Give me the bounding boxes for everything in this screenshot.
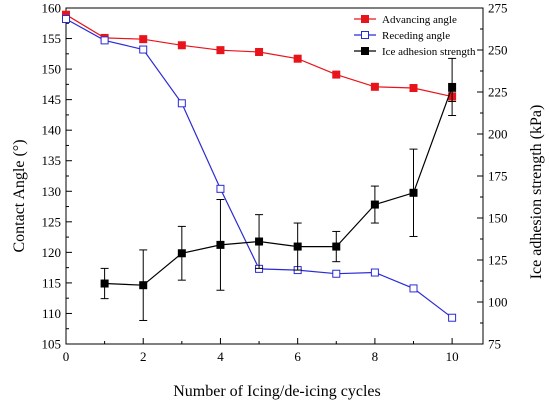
legend-item-advancing-angle: Advancing angle — [354, 14, 457, 26]
y-right-tick-label: 75 — [488, 337, 501, 352]
x-tick-label: 8 — [372, 349, 379, 364]
data-point — [409, 84, 418, 93]
y-right-tick-label: 150 — [488, 211, 508, 226]
series-layer — [62, 10, 457, 322]
x-tick-label: 2 — [140, 349, 147, 364]
y-left-tick-label: 130 — [42, 184, 62, 199]
y-right-tick-label: 100 — [488, 295, 508, 310]
legend-label: Receding angle — [382, 30, 450, 42]
y-left-tick-label: 145 — [42, 92, 62, 107]
y-left-tick-label: 120 — [42, 245, 62, 260]
data-point — [139, 281, 148, 290]
data-point — [100, 36, 109, 45]
data-point — [139, 35, 148, 44]
data-point — [293, 242, 302, 251]
y-right-tick-label: 250 — [488, 43, 508, 58]
x-tick-label: 6 — [294, 349, 301, 364]
series-advancing-angle — [62, 10, 457, 102]
x-tick-label: 10 — [446, 349, 459, 364]
y-left-tick-label: 105 — [42, 337, 62, 352]
y-left-tick-label: 125 — [42, 214, 62, 229]
legend-item-receding-angle: Receding angle — [354, 30, 450, 42]
y-left-tick-label: 155 — [42, 31, 62, 46]
data-point — [177, 249, 186, 258]
y-right-tick-label: 175 — [488, 169, 508, 184]
data-point — [409, 188, 418, 197]
data-point — [448, 82, 457, 91]
legend-item-ice-adhesion-strength: Ice adhesion strength — [354, 46, 476, 58]
y-right-tick-label: 200 — [488, 127, 508, 142]
data-point — [332, 269, 341, 278]
data-point — [409, 284, 418, 293]
series-ice-adhesion-strength — [100, 57, 457, 321]
legend-label: Ice adhesion strength — [382, 46, 476, 58]
ticks: 0 2 4 6 8 10 105 110 115 120 125 130 135 140 145 150 155… — [42, 1, 508, 365]
y-left-tick-label: 110 — [42, 306, 61, 321]
data-point — [293, 54, 302, 63]
y-right-tick-label: 125 — [488, 253, 508, 268]
data-point — [216, 46, 225, 55]
y-left-tick-label: 160 — [42, 1, 62, 16]
legend-label: Advancing angle — [382, 14, 457, 26]
y-axis-left-title: Contact Angle (°) — [11, 139, 28, 252]
y-left-tick-label: 135 — [42, 153, 62, 168]
data-point — [332, 242, 341, 251]
data-point — [370, 200, 379, 209]
data-point — [139, 45, 148, 54]
y-left-tick-label: 140 — [42, 123, 62, 138]
legend-marker — [361, 47, 369, 55]
x-axis-title: Number of Icing/de-icing cycles — [173, 383, 380, 400]
data-point — [100, 279, 109, 288]
y-right-tick-label: 275 — [488, 1, 508, 16]
y-left-tick-label: 150 — [42, 62, 62, 77]
data-point — [255, 47, 264, 56]
data-point — [255, 237, 264, 246]
series-line — [104, 86, 453, 286]
y-left-tick-label: 115 — [42, 275, 61, 290]
data-point — [332, 70, 341, 79]
data-point — [177, 99, 186, 108]
y-axis-right-title: Ice adhesion strength (kPa) — [528, 105, 545, 280]
data-point — [177, 41, 186, 50]
data-point — [370, 268, 379, 277]
series-receding-angle — [62, 14, 457, 322]
legend: Advancing angle Receding angle Ice adhesio… — [354, 14, 476, 58]
x-tick-label: 0 — [63, 349, 70, 364]
series-line — [65, 18, 453, 319]
legend-marker — [361, 15, 369, 23]
data-point — [370, 82, 379, 91]
y-right-tick-label: 225 — [488, 85, 508, 100]
x-tick-label: 4 — [217, 349, 224, 364]
data-point — [62, 14, 70, 23]
data-point — [216, 184, 225, 193]
data-point — [448, 313, 457, 322]
legend-marker — [361, 31, 369, 39]
data-point — [216, 240, 225, 249]
